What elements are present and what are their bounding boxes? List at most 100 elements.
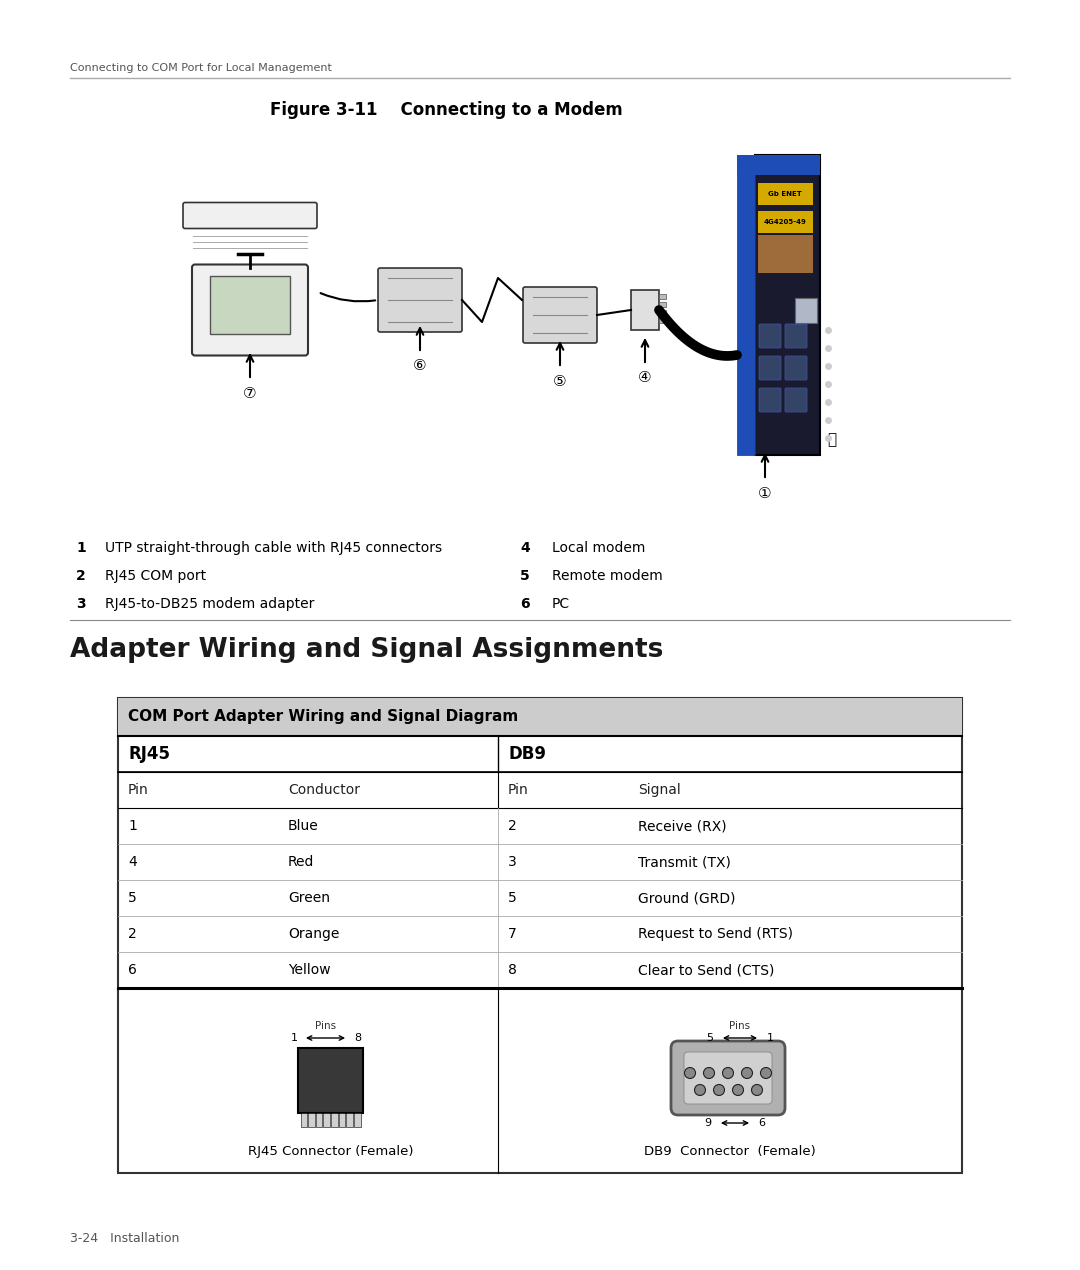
Text: Figure 3-11    Connecting to a Modem: Figure 3-11 Connecting to a Modem <box>270 102 623 119</box>
Bar <box>758 235 813 273</box>
Text: 9: 9 <box>704 1118 712 1128</box>
Text: 8: 8 <box>508 963 517 977</box>
Text: ④: ④ <box>638 371 652 386</box>
Text: Pin: Pin <box>129 784 149 798</box>
Text: 2: 2 <box>129 927 137 941</box>
Bar <box>354 1113 361 1126</box>
Bar <box>339 1113 346 1126</box>
Bar <box>659 302 666 307</box>
Text: Local modem: Local modem <box>552 541 646 555</box>
FancyBboxPatch shape <box>759 389 781 411</box>
Text: Request to Send (RTS): Request to Send (RTS) <box>638 927 793 941</box>
Text: Pin: Pin <box>508 784 529 798</box>
Bar <box>737 155 820 175</box>
Text: Connecting to COM Port for Local Management: Connecting to COM Port for Local Managem… <box>70 64 332 72</box>
Text: 8: 8 <box>354 1033 362 1043</box>
Circle shape <box>714 1085 725 1096</box>
Text: 5: 5 <box>706 1033 714 1043</box>
Text: 3: 3 <box>76 597 85 611</box>
Text: 6: 6 <box>519 597 529 611</box>
Bar <box>758 211 813 232</box>
Text: Orange: Orange <box>288 927 339 941</box>
Bar <box>347 1113 353 1126</box>
Bar <box>737 155 755 455</box>
Text: 5: 5 <box>519 569 530 583</box>
Bar <box>659 318 666 323</box>
Bar <box>300 1113 307 1126</box>
Text: ⑤: ⑤ <box>553 373 567 389</box>
Bar <box>659 293 666 298</box>
Circle shape <box>732 1085 743 1096</box>
Text: Signal: Signal <box>638 784 680 798</box>
Text: 6: 6 <box>758 1118 766 1128</box>
Circle shape <box>742 1068 753 1078</box>
Bar <box>755 155 820 455</box>
FancyBboxPatch shape <box>378 268 462 331</box>
Bar <box>323 1113 330 1126</box>
Text: COM Port Adapter Wiring and Signal Diagram: COM Port Adapter Wiring and Signal Diagr… <box>129 710 518 724</box>
Text: DB9: DB9 <box>508 745 546 763</box>
Text: Remote modem: Remote modem <box>552 569 663 583</box>
Text: Pins: Pins <box>315 1021 337 1031</box>
FancyBboxPatch shape <box>684 1052 772 1104</box>
Text: 5: 5 <box>508 892 516 906</box>
Text: 4: 4 <box>519 541 530 555</box>
Text: RJ45 Connector (Female): RJ45 Connector (Female) <box>248 1144 414 1157</box>
Text: DB9  Connector  (Female): DB9 Connector (Female) <box>644 1144 815 1157</box>
Circle shape <box>685 1068 696 1078</box>
Circle shape <box>703 1068 715 1078</box>
Text: Pins: Pins <box>729 1021 751 1031</box>
Text: Red: Red <box>288 855 314 869</box>
Bar <box>210 276 291 334</box>
Text: Blue: Blue <box>288 819 319 833</box>
Bar <box>758 183 813 204</box>
Bar <box>118 698 962 1173</box>
Bar <box>315 1113 322 1126</box>
Circle shape <box>760 1068 771 1078</box>
Text: PC: PC <box>552 597 570 611</box>
Bar <box>118 698 962 737</box>
Text: Gb ENET: Gb ENET <box>768 190 801 197</box>
Text: ⑦: ⑦ <box>243 386 257 400</box>
Text: Transmit (TX): Transmit (TX) <box>638 855 731 869</box>
FancyBboxPatch shape <box>192 264 308 356</box>
Text: 1: 1 <box>291 1033 297 1043</box>
Circle shape <box>723 1068 733 1078</box>
FancyBboxPatch shape <box>523 287 597 343</box>
Text: Green: Green <box>288 892 330 906</box>
Circle shape <box>694 1085 705 1096</box>
Bar <box>631 290 659 330</box>
Bar <box>298 1048 363 1113</box>
Text: 6: 6 <box>129 963 137 977</box>
Bar <box>795 298 816 323</box>
FancyBboxPatch shape <box>759 356 781 380</box>
Text: RJ45 COM port: RJ45 COM port <box>105 569 206 583</box>
Text: ①: ① <box>758 485 772 500</box>
Text: ⑥: ⑥ <box>414 358 427 373</box>
Text: 4G4205-49: 4G4205-49 <box>764 218 807 225</box>
Text: 1: 1 <box>767 1033 773 1043</box>
FancyBboxPatch shape <box>183 202 318 229</box>
FancyBboxPatch shape <box>785 356 807 380</box>
Text: Ground (GRD): Ground (GRD) <box>638 892 735 906</box>
Text: Yellow: Yellow <box>288 963 330 977</box>
Bar <box>308 1113 314 1126</box>
Text: 5: 5 <box>129 892 137 906</box>
Text: 2: 2 <box>508 819 516 833</box>
Circle shape <box>752 1085 762 1096</box>
Text: 4: 4 <box>129 855 137 869</box>
Text: 1: 1 <box>129 819 137 833</box>
FancyBboxPatch shape <box>671 1041 785 1115</box>
Text: RJ45: RJ45 <box>129 745 170 763</box>
Text: 1: 1 <box>76 541 85 555</box>
Text: Clear to Send (CTS): Clear to Send (CTS) <box>638 963 774 977</box>
Text: RJ45-to-DB25 modem adapter: RJ45-to-DB25 modem adapter <box>105 597 314 611</box>
FancyBboxPatch shape <box>759 324 781 348</box>
Text: 2: 2 <box>76 569 85 583</box>
Text: 3-24   Installation: 3-24 Installation <box>70 1232 179 1245</box>
Text: Adapter Wiring and Signal Assignments: Adapter Wiring and Signal Assignments <box>70 638 663 663</box>
Text: Conductor: Conductor <box>288 784 360 798</box>
Text: 7: 7 <box>508 927 516 941</box>
Text: 3: 3 <box>508 855 516 869</box>
FancyBboxPatch shape <box>785 324 807 348</box>
